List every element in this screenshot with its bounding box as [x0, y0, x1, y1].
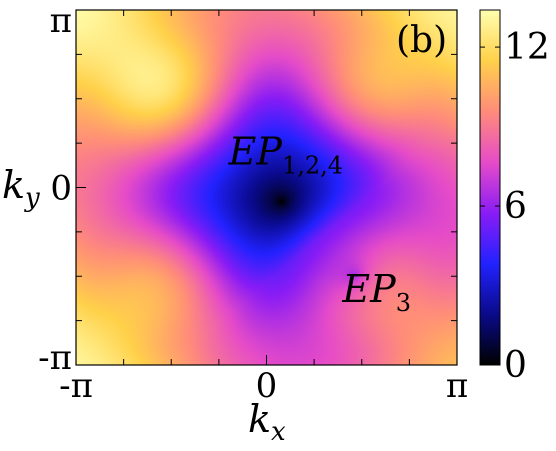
- panel-label: (b): [396, 20, 447, 61]
- heatmap-image: [76, 10, 457, 365]
- x-tick-label: π: [446, 366, 468, 406]
- y-tick-label: -π: [38, 338, 72, 378]
- colorbar-tick-label: 6: [504, 186, 527, 227]
- y-axis-label: ky: [2, 163, 40, 213]
- y-tick-label: 0: [50, 169, 72, 209]
- colorbar-tick-label: 12: [504, 27, 550, 68]
- annotation-ep-2: EP3: [341, 267, 411, 317]
- colorbar-ticks: 12 6 0: [480, 27, 550, 386]
- annotation-ep-1: EP1,2,4: [228, 130, 343, 180]
- heatmap-surface: [76, 10, 457, 365]
- x-tick-label: 0: [256, 366, 278, 406]
- colorbar-tick-label: 0: [504, 345, 527, 386]
- colorbar: [479, 9, 501, 366]
- annotations: EP1,2,4 EP3: [228, 130, 411, 317]
- x-axis: -π 0 π: [59, 10, 468, 406]
- y-axis: π 0 -π: [38, 1, 457, 378]
- x-axis-label: kx: [248, 397, 286, 447]
- x-tick-label: -π: [59, 366, 93, 406]
- y-tick-label: π: [50, 1, 72, 41]
